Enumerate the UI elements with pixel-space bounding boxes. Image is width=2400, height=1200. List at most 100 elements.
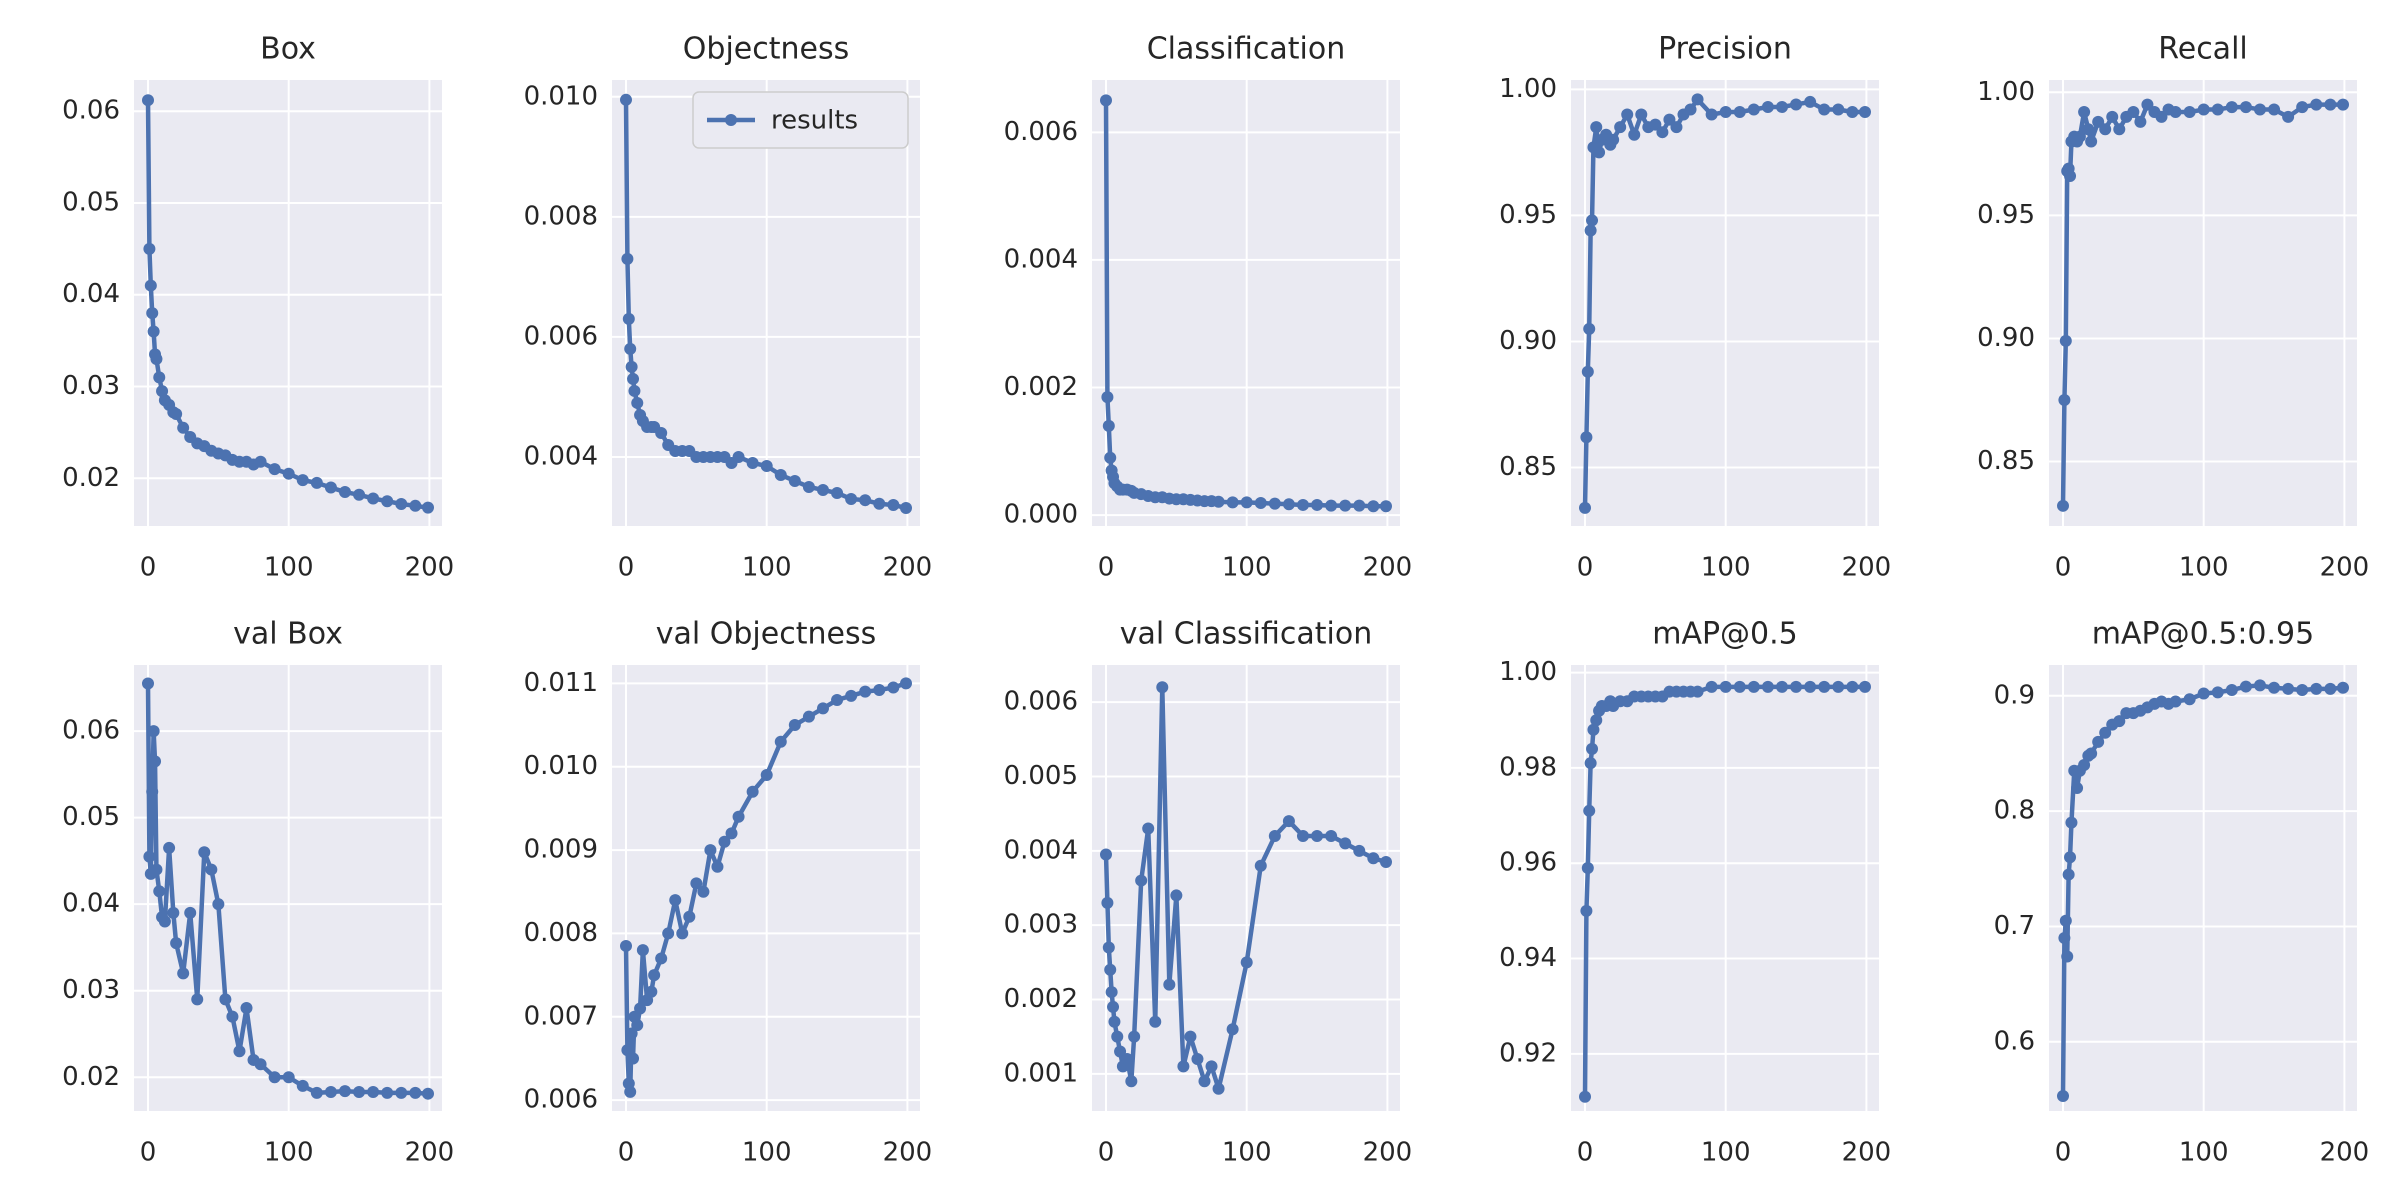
point [296,1079,309,1092]
point [774,468,787,481]
point [2078,105,2091,118]
y-tick-label: 0.002 [1004,984,1078,1014]
point [1584,224,1597,237]
chart-title: mAP@0.5:0.95 [2092,617,2314,652]
point [645,985,658,998]
x-tick-label: 0 [1098,1138,1115,1168]
legend-box [692,91,909,149]
point [1102,419,1115,432]
point [732,810,745,823]
x-tick-label: 0 [1577,553,1594,583]
y-tick-label: 0.92 [1499,1038,1557,1068]
point [711,860,724,873]
y-tick-label: 0.6 [1994,1026,2035,1056]
point [1583,804,1596,817]
point [1111,1030,1124,1043]
point [2268,681,2281,694]
point [158,915,171,928]
point [1705,680,1718,693]
point [1635,108,1648,121]
x-tick-label: 200 [1842,1138,1892,1168]
point [2296,684,2309,697]
point [2211,686,2224,699]
point [718,835,731,848]
point [1859,680,1871,693]
point [282,1071,295,1084]
point [226,1010,239,1023]
point [2282,110,2295,123]
point [1105,986,1118,999]
point [1353,844,1366,857]
point [254,455,267,468]
point [2064,169,2077,182]
point [1790,680,1803,693]
point [2059,334,2072,347]
point [147,725,160,738]
point [153,885,166,898]
point [627,372,640,385]
point [2057,1090,2069,1103]
y-tick-label: 0.004 [1004,244,1078,274]
point [620,93,632,106]
point [367,492,380,505]
point [205,863,218,876]
y-tick-label: 0.001 [1004,1058,1078,1088]
point [2113,123,2126,136]
point [655,426,668,439]
chart-title: val Box [233,617,343,652]
point [2324,682,2337,695]
point [1311,829,1324,842]
point [1691,93,1704,106]
point [2337,98,2349,111]
point [2099,726,2112,739]
point [1691,685,1704,698]
legend-label: results [771,106,858,136]
point [143,242,156,255]
point [1104,451,1117,464]
point [1128,1030,1141,1043]
point [2337,681,2349,694]
point [2127,105,2140,118]
point [900,501,912,514]
point [2099,123,2112,136]
point [627,1052,640,1065]
y-tick-label: 0.03 [62,975,120,1005]
point [2065,816,2078,829]
point [1590,714,1603,727]
point [2197,103,2210,116]
point [622,312,635,325]
x-tick-label: 0 [618,1138,635,1168]
y-tick-label: 0.03 [62,371,120,401]
point [1584,757,1597,770]
point [219,993,232,1006]
point [1100,94,1112,107]
point [143,850,156,863]
point [1339,837,1352,850]
point [859,494,872,507]
point [422,501,434,514]
point [422,1087,434,1100]
point [655,952,668,965]
x-tick-label: 100 [2179,553,2229,583]
chart-title: Recall [2158,32,2248,67]
y-tick-label: 0.008 [524,201,598,231]
point [2324,98,2337,111]
y-tick-label: 0.006 [524,1085,598,1115]
y-tick-label: 0.02 [62,1062,120,1092]
y-tick-label: 0.004 [524,441,598,471]
y-tick-label: 0.006 [1004,687,1078,717]
point [1579,501,1591,514]
point [268,463,281,476]
x-tick-label: 0 [2055,1138,2072,1168]
point [1581,365,1594,378]
point [2253,103,2266,116]
point [1240,956,1253,969]
x-tick-label: 200 [883,553,933,583]
point [282,467,295,480]
point [142,677,154,690]
point [1101,896,1114,909]
point [324,1085,337,1098]
y-tick-label: 0.002 [1004,372,1078,402]
point [198,846,211,859]
